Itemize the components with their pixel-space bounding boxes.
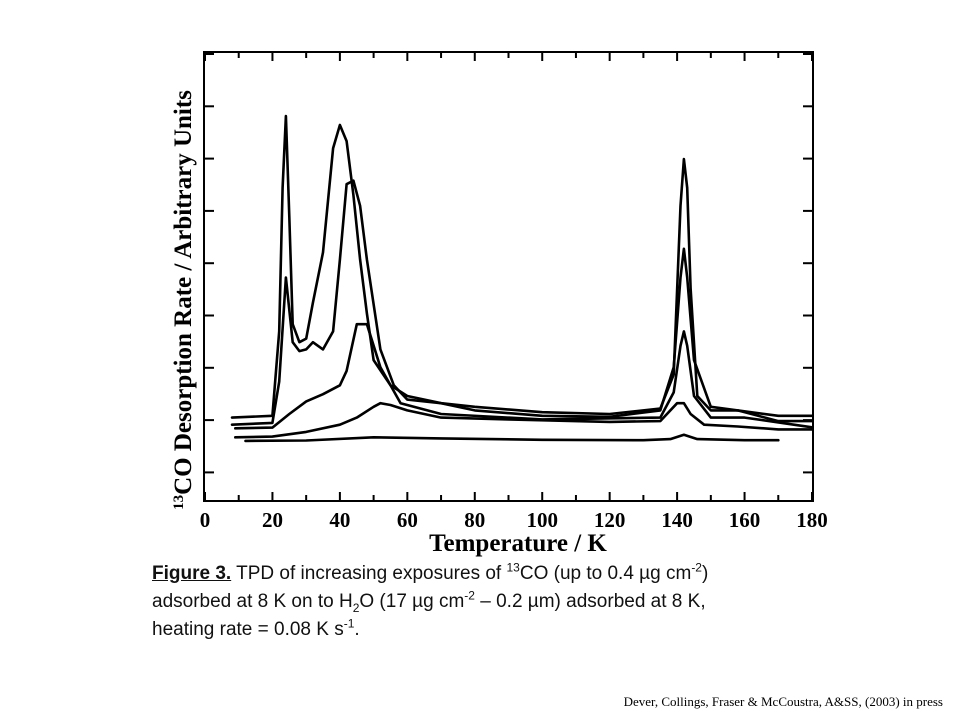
x-tick-label: 160 — [729, 508, 761, 532]
y-axis-title: 13CO Desorption Rate / Arbitrary Units — [170, 90, 197, 510]
plot-frame — [203, 51, 814, 502]
x-tick-label: 100 — [526, 508, 558, 532]
citation-footer: Dever, Collings, Fraser & McCoustra, A&S… — [623, 694, 943, 709]
caption-text: TPD of increasing exposures of — [231, 563, 507, 584]
x-tick-label: 40 — [329, 508, 350, 532]
caption-sup: 13 — [506, 560, 520, 575]
caption-line-3: heating rate = 0.08 K s-1. — [152, 616, 852, 644]
caption-line-2: adsorbed at 8 K on to H2O (17 µg cm-2 – … — [152, 588, 852, 616]
caption-sub: 2 — [352, 600, 360, 615]
caption-text: heating rate = 0.08 K s — [152, 619, 344, 640]
caption-text: adsorbed at 8 K on to H — [152, 591, 353, 612]
y-axis-title-text: CO Desorption Rate / Arbitrary Units — [170, 90, 197, 495]
y-axis-title-isotope: 13 — [171, 495, 187, 510]
caption-text: CO (up to 0.4 µg cm — [519, 563, 692, 584]
caption-text: ) — [701, 563, 709, 584]
caption-text: . — [354, 619, 360, 640]
x-axis-ticks: 0 20 40 60 80 100 120 140 160 180 — [200, 53, 828, 532]
series-layer — [230, 114, 814, 443]
caption-sup: -1 — [343, 616, 355, 631]
x-tick-label: 140 — [661, 508, 693, 532]
x-tick-label: 80 — [464, 508, 485, 532]
x-tick-label: 0 — [200, 508, 211, 532]
x-axis-title: Temperature / K — [429, 530, 607, 557]
figure-caption: Figure 3. TPD of increasing exposures of… — [152, 560, 852, 644]
x-tick-label: 20 — [262, 508, 283, 532]
caption-sup: -2 — [464, 588, 475, 603]
series-line-1 — [244, 433, 780, 443]
series-line-2 — [234, 401, 814, 439]
series-line-3 — [234, 322, 814, 430]
x-tick-label: 180 — [796, 508, 828, 532]
x-tick-label: 60 — [397, 508, 418, 532]
y-axis-ticks — [205, 53, 812, 474]
series-line-5 — [230, 114, 814, 419]
caption-text: – 0.2 µm) adsorbed at 8 K, — [474, 591, 706, 612]
tpd-chart: 0 20 40 60 80 100 120 140 160 180 Temperature / K… — [170, 51, 828, 557]
series-line-4 — [230, 179, 814, 426]
x-tick-label: 120 — [594, 508, 626, 532]
caption-text: O (17 µg cm — [359, 591, 465, 612]
figure-label: Figure 3. — [152, 563, 232, 584]
caption-sup: -2 — [691, 560, 702, 575]
caption-line-1: Figure 3. TPD of increasing exposures of… — [152, 560, 852, 588]
